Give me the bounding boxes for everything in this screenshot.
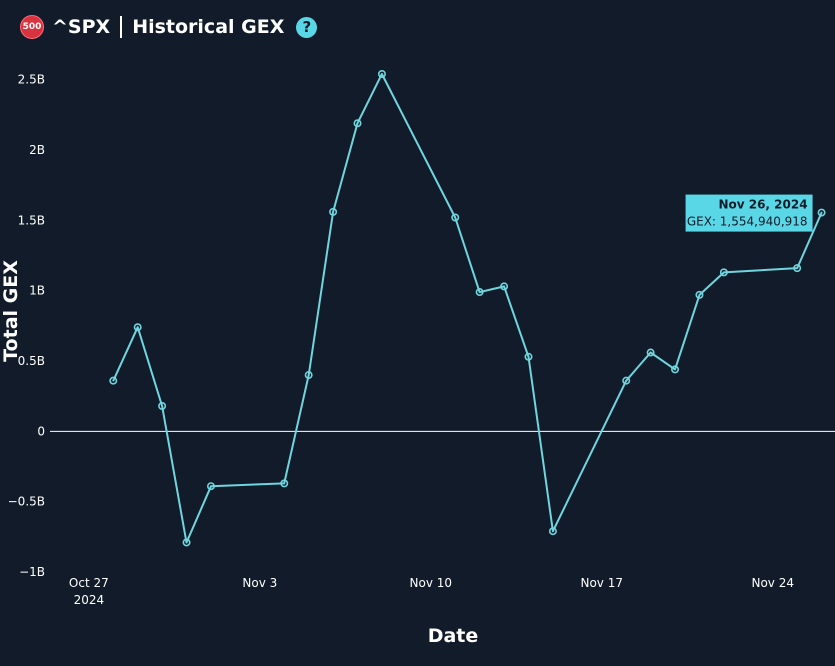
data-point-center — [503, 285, 505, 288]
x-axis: Oct 27 2024 Nov 3 Nov 10 Nov 17 Nov 24 — [69, 576, 794, 607]
x-tick-label: Nov 24 — [751, 576, 794, 590]
help-icon[interactable]: ? — [296, 16, 318, 38]
y-tick-label: 0 — [37, 424, 45, 438]
data-point-center — [527, 355, 530, 358]
tooltip-box — [685, 194, 813, 232]
data-point[interactable] — [475, 288, 484, 297]
x-tick-label: Nov 10 — [410, 576, 453, 590]
data-point[interactable] — [646, 348, 655, 357]
data-point[interactable] — [206, 482, 215, 491]
data-point-center — [625, 379, 628, 382]
y-axis-title: Total GEX — [0, 260, 22, 362]
data-point[interactable] — [109, 376, 118, 385]
y-tick-label: 1.5B — [18, 213, 45, 227]
y-tick-label: 0.5B — [18, 354, 45, 368]
y-tick-label: 2B — [29, 143, 45, 157]
data-point-center — [356, 122, 359, 125]
data-point-center — [332, 210, 334, 213]
data-point-center — [698, 293, 701, 296]
data-point[interactable] — [695, 290, 704, 299]
hover-tooltip: Nov 26, 2024 GEX: 1,554,940,918 — [685, 194, 813, 232]
data-point-center — [796, 267, 799, 270]
x-tick-label: Nov 3 — [242, 576, 277, 590]
data-point[interactable] — [280, 479, 289, 488]
y-tick-label: −1B — [19, 565, 45, 579]
data-point[interactable] — [133, 323, 142, 332]
data-point[interactable] — [817, 208, 826, 217]
x-tick-sublabel: 2024 — [74, 593, 105, 607]
data-point-center — [552, 530, 554, 533]
data-point-center — [283, 482, 286, 485]
data-point[interactable] — [377, 70, 386, 79]
x-tick-label: Nov 17 — [580, 576, 623, 590]
data-point-center — [454, 216, 457, 219]
data-point-center — [307, 374, 310, 376]
spx-500-logo-icon: 500 — [20, 15, 44, 39]
data-point[interactable] — [524, 352, 533, 361]
data-point-center — [210, 485, 212, 488]
data-point-center — [478, 291, 481, 293]
y-axis: −1B −0.5B 0 0.5B 1B 1.5B 2B 2.5B — [8, 73, 45, 579]
data-point-center — [820, 211, 823, 214]
data-point[interactable] — [622, 376, 631, 385]
ticker-symbol: ^SPX — [52, 16, 111, 38]
tooltip-date: Nov 26, 2024 — [718, 198, 807, 212]
data-point-center — [185, 541, 188, 544]
title-divider — [120, 16, 123, 38]
data-point[interactable] — [500, 282, 509, 291]
data-point-center — [112, 379, 115, 382]
page-title: Historical GEX — [132, 16, 285, 38]
data-point[interactable] — [329, 207, 338, 216]
x-tick-label: Oct 27 — [69, 576, 109, 590]
header: 500 ^SPX Historical GEX ? — [20, 12, 318, 42]
data-point[interactable] — [793, 264, 802, 273]
y-tick-label: 1B — [29, 284, 45, 298]
data-point-center — [136, 326, 139, 329]
data-point[interactable] — [719, 268, 728, 277]
data-point[interactable] — [182, 538, 191, 547]
y-tick-label: 2.5B — [18, 73, 45, 87]
data-point-center — [381, 73, 383, 75]
data-point[interactable] — [353, 119, 362, 128]
y-tick-label: −0.5B — [8, 495, 45, 509]
x-axis-title: Date — [428, 625, 479, 647]
data-point-center — [649, 351, 652, 354]
data-point[interactable] — [158, 402, 167, 411]
data-point-center — [674, 368, 676, 371]
series-line — [112, 73, 823, 544]
series-gex — [109, 70, 826, 547]
data-point[interactable] — [451, 213, 460, 222]
data-point[interactable] — [671, 365, 680, 374]
data-point[interactable] — [304, 371, 313, 380]
tooltip-value: GEX: 1,554,940,918 — [687, 215, 808, 229]
data-point-center — [722, 271, 725, 274]
data-point-center — [161, 405, 164, 407]
data-point[interactable] — [548, 527, 557, 536]
